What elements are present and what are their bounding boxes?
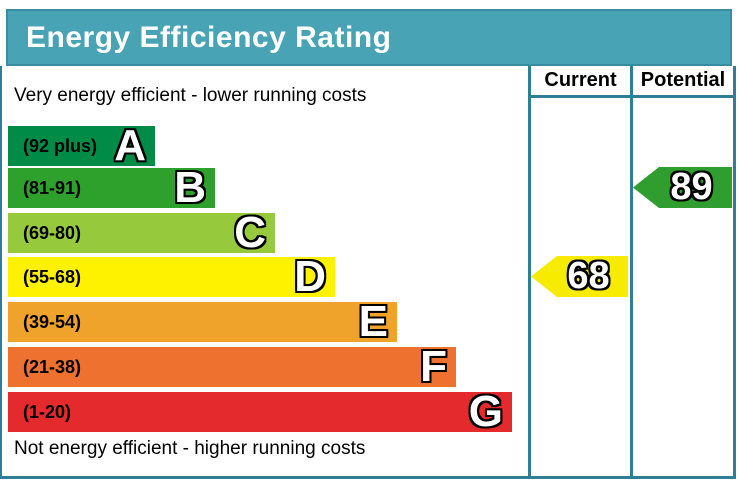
current-column-divider [528,66,531,476]
band-bar: (81-91) B [8,163,215,212]
potential-rating-arrow: 89 [633,167,732,208]
band-row-d: (55-68) D [8,252,335,301]
band-bar: (55-68) D [8,252,335,301]
title-bar: Energy Efficiency Rating [6,9,732,66]
band-row-a: (92 plus) A [8,121,155,170]
band-row-b: (81-91) B [8,163,215,212]
band-bar: (21-38) F [8,342,456,391]
current-rating-value: 68 [567,255,610,297]
band-letter: A [114,121,146,170]
potential-column-header: Potential [640,69,726,91]
band-range-label: (69-80) [23,222,82,243]
band-range-label: (21-38) [23,356,82,377]
top-caption: Very energy efficient - lower running co… [14,85,367,106]
band-range-label: (92 plus) [23,135,98,156]
band-letter: D [294,252,326,301]
band-bar: (39-54) E [8,297,397,346]
band-letter: B [174,163,206,212]
potential-rating-value: 89 [670,166,713,208]
band-bar: (69-80) C [8,208,275,257]
band-letter: E [358,297,388,346]
band-letter: C [234,208,266,257]
band-row-g: (1-20) G [8,387,512,436]
current-rating-arrow: 68 [531,256,628,297]
band-letter: G [468,387,503,436]
band-row-f: (21-38) F [8,342,456,391]
band-row-c: (69-80) C [8,208,275,257]
band-row-e: (39-54) E [8,297,397,346]
band-bar: (92 plus) A [8,121,155,170]
potential-column-divider [630,66,633,476]
page-title: Energy Efficiency Rating [26,20,392,54]
band-range-label: (1-20) [23,401,72,422]
frame-left-border [0,66,2,479]
current-column-header: Current [544,69,617,91]
band-letter: F [420,342,447,391]
header-underline [528,95,736,98]
band-range-label: (39-54) [23,311,82,332]
band-bar: (1-20) G [8,387,512,436]
frame-right-border [733,66,736,479]
band-range-label: (81-91) [23,177,82,198]
bottom-caption: Not energy efficient - higher running co… [14,438,366,459]
frame-bottom-border [0,476,736,479]
band-range-label: (55-68) [23,266,82,287]
